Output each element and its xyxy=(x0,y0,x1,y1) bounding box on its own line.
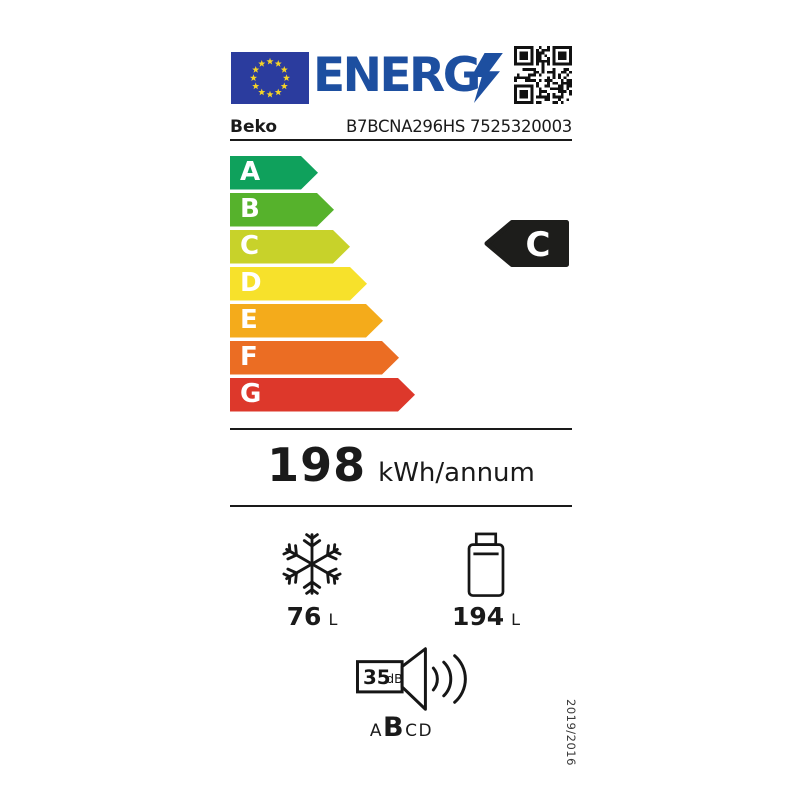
scale-letter-a: A xyxy=(240,157,261,188)
label-header: ENERG xyxy=(230,46,572,108)
noise-class-c: C xyxy=(405,721,418,741)
regulation-number: 2019/2016 xyxy=(564,699,578,766)
scale-bar-a: A xyxy=(230,156,318,190)
efficiency-scale: A B C D E F G xyxy=(230,156,572,415)
noise-section: 35 dB A B C D xyxy=(230,647,572,743)
noise-unit: dB xyxy=(386,671,402,686)
divider-bottom xyxy=(230,505,572,507)
scale-bar-c: C xyxy=(230,230,350,264)
noise-value: 35 xyxy=(362,666,390,689)
scale-bar-d: D xyxy=(230,267,367,301)
scale-letter-d: D xyxy=(240,268,262,299)
divider-top xyxy=(230,428,572,430)
scale-letter-f: F xyxy=(240,342,258,373)
qr-code-icon xyxy=(514,46,572,104)
scale-letter-g: G xyxy=(240,379,262,410)
bottle-icon xyxy=(467,532,505,597)
fridge-compartment: 194 L xyxy=(430,528,542,631)
noise-class-b-current: B xyxy=(383,712,405,743)
noise-class-a: A xyxy=(369,721,383,741)
energy-label: ENERG Beko B7BCNA296HS 7525320003 A B C … xyxy=(230,46,578,778)
fridge-volume: 194 xyxy=(451,602,505,631)
freezer-compartment: 76 L xyxy=(256,528,368,631)
eu-flag-icon xyxy=(231,52,309,104)
speaker-icon: 35 dB xyxy=(355,647,467,711)
snowflake-icon xyxy=(282,533,342,595)
rated-class-arrow: C xyxy=(484,220,569,267)
energy-unit: kWh/annum xyxy=(378,458,535,488)
lightning-bolt-icon xyxy=(471,53,503,103)
scale-bar-f: F xyxy=(230,341,399,375)
freezer-volume: 76 xyxy=(286,602,322,631)
scale-letter-b: B xyxy=(240,194,260,225)
rated-class-letter: C xyxy=(526,225,551,265)
scale-bar-e: E xyxy=(230,304,383,338)
energy-value: 198 xyxy=(267,438,367,492)
fridge-volume-unit: L xyxy=(511,610,521,629)
scale-bar-g: G xyxy=(230,378,415,412)
noise-class-scale: A B C D xyxy=(370,712,432,743)
brand-name: Beko xyxy=(230,117,278,137)
freezer-volume-unit: L xyxy=(328,610,338,629)
energ-logo-text: ENERG xyxy=(313,48,481,103)
model-number: B7BCNA296HS 7525320003 xyxy=(346,117,572,136)
scale-bar-b: B xyxy=(230,193,334,227)
noise-class-d: D xyxy=(418,721,433,741)
scale-letter-c: C xyxy=(240,231,260,262)
brand-row: Beko B7BCNA296HS 7525320003 xyxy=(230,117,572,141)
annual-energy: 198 kWh/annum xyxy=(230,438,572,492)
scale-letter-e: E xyxy=(240,305,258,336)
